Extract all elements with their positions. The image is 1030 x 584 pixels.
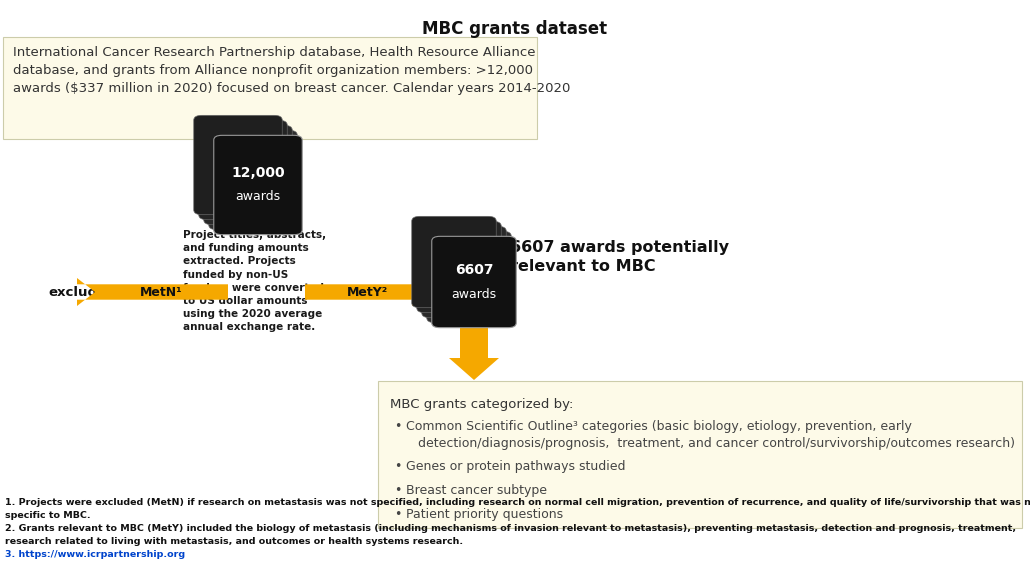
Text: research related to living with metastasis, and outcomes or health systems resea: research related to living with metastas… <box>5 537 464 546</box>
Text: MBC grants categorized by:: MBC grants categorized by: <box>390 398 574 411</box>
FancyArrow shape <box>77 278 228 306</box>
Text: •: • <box>394 460 402 473</box>
Text: MetY²: MetY² <box>347 286 388 298</box>
Text: specific to MBC.: specific to MBC. <box>5 511 91 520</box>
Text: awards: awards <box>451 287 496 301</box>
Text: 12,000: 12,000 <box>231 166 285 180</box>
Text: Breast cancer subtype: Breast cancer subtype <box>406 484 547 497</box>
FancyArrow shape <box>305 278 430 306</box>
FancyBboxPatch shape <box>199 120 287 220</box>
Text: •: • <box>394 484 402 497</box>
FancyBboxPatch shape <box>204 126 293 225</box>
FancyArrow shape <box>449 325 499 380</box>
Text: 6607: 6607 <box>455 263 493 277</box>
Text: awards: awards <box>236 190 280 203</box>
Text: •: • <box>394 420 402 433</box>
Text: 3. https://www.icrpartnership.org: 3. https://www.icrpartnership.org <box>5 550 185 559</box>
FancyBboxPatch shape <box>214 135 302 235</box>
Text: MetN¹: MetN¹ <box>140 286 182 298</box>
Text: •: • <box>394 508 402 521</box>
Text: Genes or protein pathways studied: Genes or protein pathways studied <box>406 460 625 473</box>
Text: 1. Projects were excluded (MetN) if research on metastasis was not specified, in: 1. Projects were excluded (MetN) if rese… <box>5 498 1030 507</box>
Text: excluded: excluded <box>48 286 115 298</box>
Text: Common Scientific Outline³ categories (basic biology, etiology, prevention, earl: Common Scientific Outline³ categories (b… <box>406 420 1015 450</box>
FancyBboxPatch shape <box>421 227 506 318</box>
FancyBboxPatch shape <box>378 381 1022 528</box>
FancyBboxPatch shape <box>194 115 282 215</box>
FancyBboxPatch shape <box>417 221 502 312</box>
FancyBboxPatch shape <box>432 237 516 328</box>
Text: Patient priority questions: Patient priority questions <box>406 508 563 521</box>
Text: 2. Grants relevant to MBC (MetY) included the biology of metastasis (including m: 2. Grants relevant to MBC (MetY) include… <box>5 524 1017 533</box>
FancyBboxPatch shape <box>3 37 537 139</box>
FancyBboxPatch shape <box>412 216 496 308</box>
FancyBboxPatch shape <box>209 130 298 230</box>
Text: MBC grants dataset: MBC grants dataset <box>422 20 608 38</box>
Text: Project titles, abstracts,
and funding amounts
extracted. Projects
funded by non: Project titles, abstracts, and funding a… <box>183 230 327 332</box>
Text: 6607 awards potentially
relevant to MBC: 6607 awards potentially relevant to MBC <box>510 240 729 273</box>
Text: International Cancer Research Partnership database, Health Resource Alliance
dat: International Cancer Research Partnershi… <box>13 46 571 95</box>
FancyBboxPatch shape <box>426 231 511 323</box>
